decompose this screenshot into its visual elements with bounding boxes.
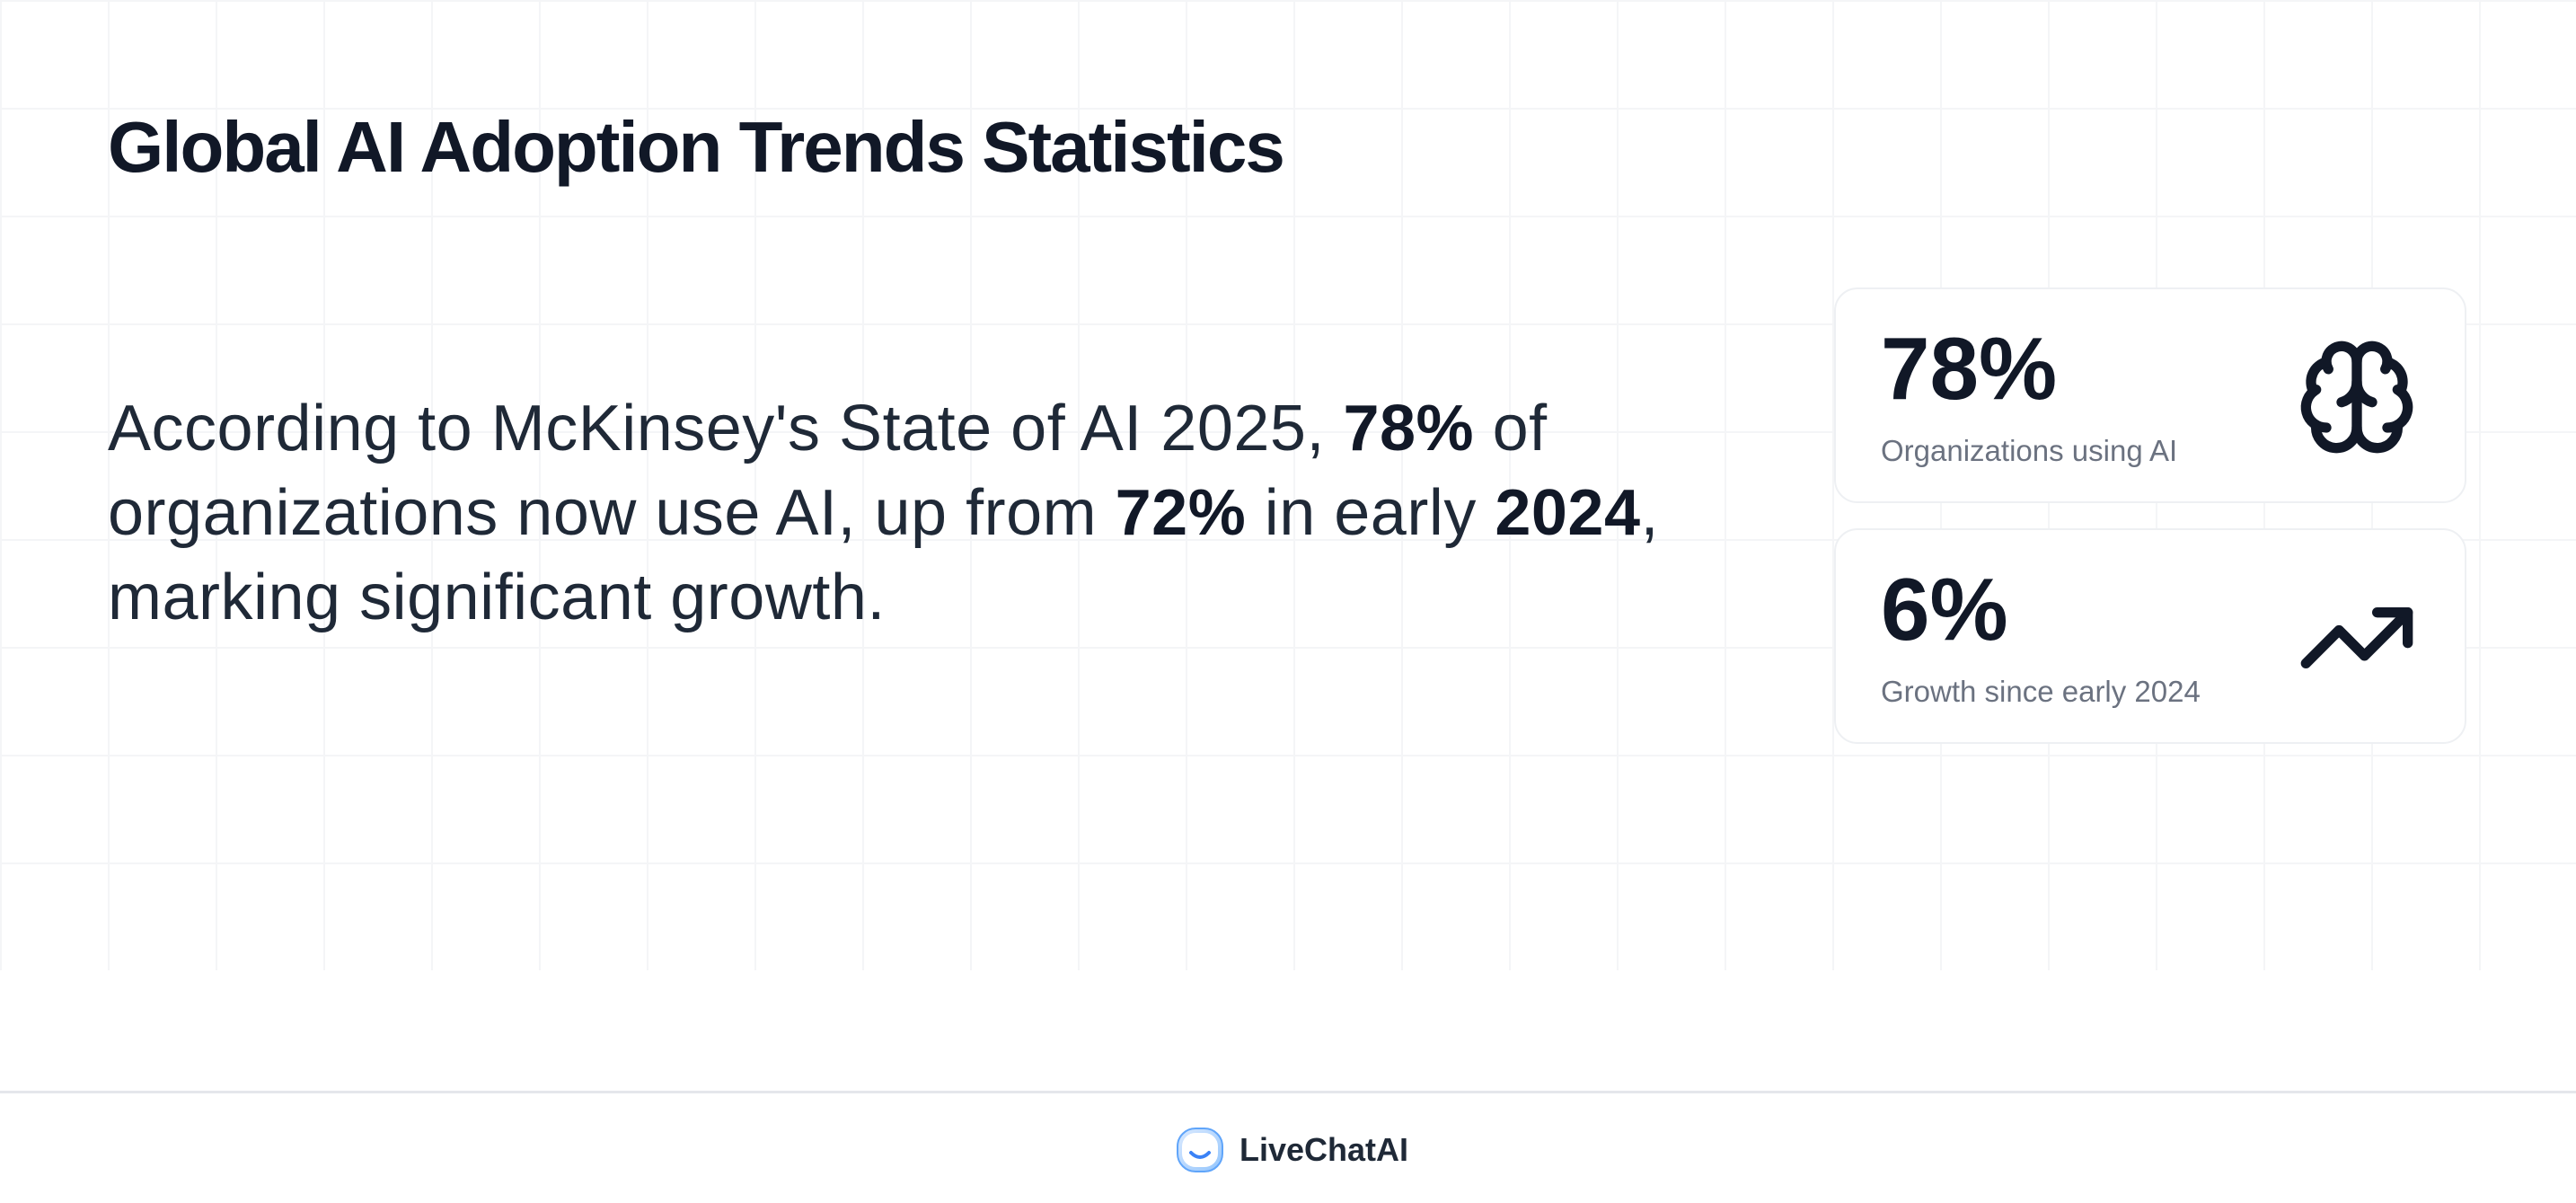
stat-label: Growth since early 2024: [1881, 675, 2201, 708]
lead-highlight-2024: 2024: [1495, 477, 1641, 549]
stat-label: Organizations using AI: [1881, 434, 2178, 467]
lead-text-segment: , marking significant growth.: [108, 477, 1660, 633]
stat-card-growth: 6% Growth since early 2024: [1834, 528, 2466, 744]
trending-up-icon: [2296, 577, 2418, 699]
lead-highlight-78-percent: 78%: [1343, 393, 1475, 464]
lead-paragraph: According to McKinsey's State of AI 2025…: [108, 386, 1742, 640]
brain-icon: [2296, 336, 2418, 458]
brand-name: LiveChatAI: [1239, 1131, 1409, 1168]
stat-card-organizations-using-ai: 78% Organizations using AI: [1834, 287, 2466, 503]
lead-text-segment: of organizations now use AI, up from: [108, 393, 1548, 549]
stat-value: 6%: [1881, 560, 2008, 659]
brand: LiveChatAI: [1175, 1124, 1408, 1176]
page-title: Global AI Adoption Trends Statistics: [108, 107, 1285, 187]
footer: LiveChatAI: [0, 1091, 2576, 1203]
lead-text-segment: According to McKinsey's State of AI 2025…: [108, 393, 1344, 464]
lead-text-segment: in early: [1246, 477, 1495, 549]
stat-value: 78%: [1881, 319, 2058, 418]
lead-highlight-72-percent: 72%: [1115, 477, 1247, 549]
livechatai-logo-icon: [1175, 1125, 1225, 1175]
